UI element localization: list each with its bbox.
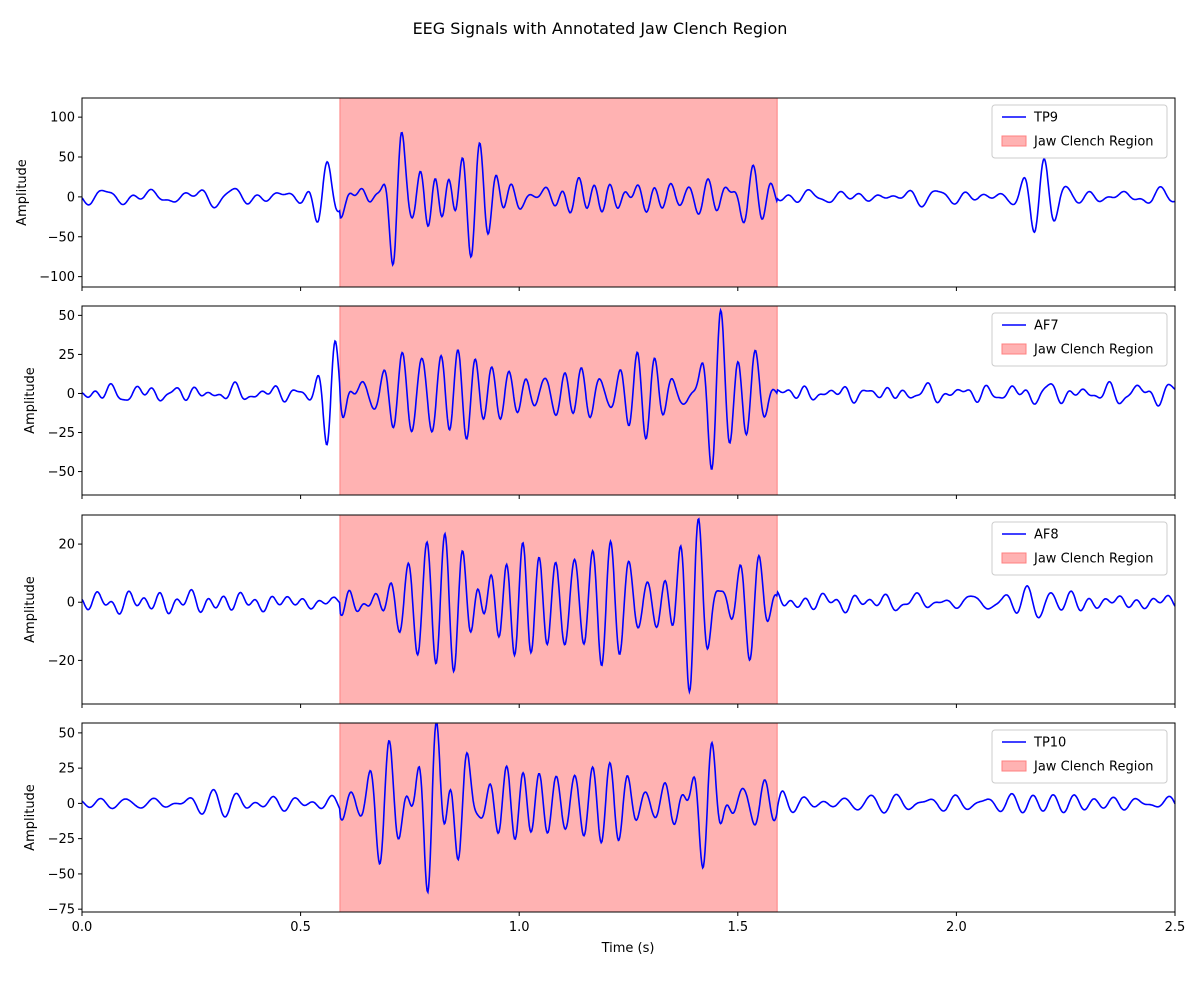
x-tick-label: 2.5 xyxy=(1165,920,1186,935)
subplot-tp9: 100 50 0 −50 −100 Amplitude TP9 Jaw Clench Regi… xyxy=(15,97,1176,291)
legend-box xyxy=(991,104,1168,159)
legend-region-swatch xyxy=(1001,552,1027,564)
x-axis-label: Time (s) xyxy=(601,941,655,956)
x-tick-label: 0.5 xyxy=(290,920,311,935)
legend: TP9 Jaw Clench Region xyxy=(991,104,1168,159)
y-tick-label: −50 xyxy=(48,465,75,480)
subplot-tp10: 50 25 0 −25 −50 −75 Amplitude 0.0 0.5 1.0 1.5 2.0 2.… xyxy=(23,722,1186,935)
legend-region-label: Jaw Clench Region xyxy=(1033,343,1154,358)
plot-frame xyxy=(81,97,1176,288)
subplot-af8: 20 0 −20 Amplitude AF8 Jaw Clench Region xyxy=(23,514,1176,708)
plot-frame xyxy=(81,305,1176,496)
legend-series-label: TP10 xyxy=(1033,736,1066,751)
y-axis-label: Amplitude xyxy=(23,367,38,434)
y-tick-label: 25 xyxy=(58,762,75,777)
legend-series-label: AF8 xyxy=(1034,528,1059,543)
signal-line-af7 xyxy=(81,307,1176,470)
y-tick-label: 0 xyxy=(67,190,75,205)
x-tick-label: 1.5 xyxy=(727,920,748,935)
legend-region-label: Jaw Clench Region xyxy=(1033,135,1154,150)
jaw-clench-region xyxy=(339,514,778,705)
legend-box xyxy=(991,312,1168,367)
y-axis-label: Amplitude xyxy=(15,159,30,226)
y-tick-label: 0 xyxy=(67,387,75,402)
plot-frame xyxy=(81,722,1176,913)
y-tick-label: 0 xyxy=(67,596,75,611)
legend-region-swatch xyxy=(1001,135,1027,147)
y-tick-label: −50 xyxy=(48,230,75,245)
y-tick-label: −50 xyxy=(48,867,75,882)
jaw-clench-region xyxy=(339,305,778,496)
legend-box xyxy=(991,521,1168,576)
y-tick-label: 25 xyxy=(58,348,75,363)
legend-series-label: TP9 xyxy=(1033,111,1058,126)
plot-frame xyxy=(81,514,1176,705)
legend-region-swatch xyxy=(1001,760,1027,772)
figure-title: EEG Signals with Annotated Jaw Clench Re… xyxy=(413,19,788,38)
legend-series-label: AF7 xyxy=(1034,319,1059,334)
y-tick-label: 0 xyxy=(67,797,75,812)
jaw-clench-region xyxy=(339,722,778,913)
subplot-af7: 50 25 0 −25 −50 Amplitude AF7 Jaw Clench Region xyxy=(23,305,1176,499)
y-axis-label: Amplitude xyxy=(23,576,38,643)
signal-line-af8 xyxy=(81,517,1176,695)
legend-region-label: Jaw Clench Region xyxy=(1033,760,1154,775)
y-tick-label: −20 xyxy=(48,654,75,669)
y-tick-label: 50 xyxy=(58,309,75,324)
legend-region-swatch xyxy=(1001,343,1027,355)
legend-box xyxy=(991,729,1168,784)
y-tick-label: −75 xyxy=(48,903,75,918)
legend-region-label: Jaw Clench Region xyxy=(1033,552,1154,567)
legend: AF7 Jaw Clench Region xyxy=(991,312,1168,367)
x-tick-label: 2.0 xyxy=(946,920,967,935)
subplot-panels: 100 50 0 −50 −100 Amplitude TP9 Jaw Clench Regi… xyxy=(15,97,1186,935)
signal-line-tp10 xyxy=(81,723,1176,895)
y-tick-label: −25 xyxy=(48,832,75,847)
legend: AF8 Jaw Clench Region xyxy=(991,521,1168,576)
y-tick-label: −25 xyxy=(48,426,75,441)
y-tick-label: 50 xyxy=(58,726,75,741)
x-tick-label: 1.0 xyxy=(509,920,530,935)
x-tick-label: 0.0 xyxy=(72,920,93,935)
y-tick-label: 20 xyxy=(58,538,75,553)
signal-line-tp9 xyxy=(81,131,1176,267)
y-tick-label: −100 xyxy=(39,270,75,285)
y-tick-label: 100 xyxy=(50,111,75,126)
y-tick-label: 50 xyxy=(58,151,75,166)
y-axis-label: Amplitude xyxy=(23,784,38,851)
legend: TP10 Jaw Clench Region xyxy=(991,729,1168,784)
